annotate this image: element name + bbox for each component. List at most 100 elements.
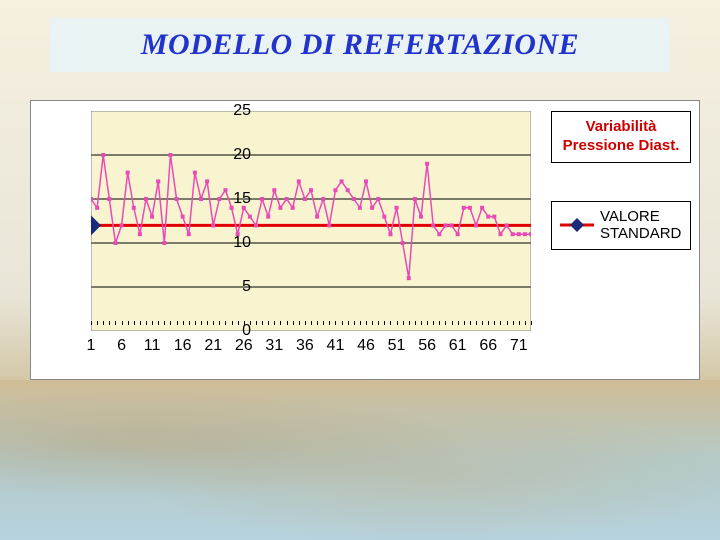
- x-tick-mark: [421, 321, 422, 325]
- x-tick-mark: [91, 321, 92, 325]
- x-tick-mark: [360, 321, 361, 325]
- x-tick-label: 61: [449, 337, 467, 355]
- x-tick-mark: [293, 321, 294, 325]
- x-tick-label: 71: [510, 337, 528, 355]
- x-tick-mark: [274, 321, 275, 325]
- x-tick-mark: [470, 321, 471, 325]
- x-tick-mark: [403, 321, 404, 325]
- x-tick-mark: [513, 321, 514, 325]
- x-tick-mark: [397, 321, 398, 325]
- x-tick-mark: [519, 321, 520, 325]
- x-tick-mark: [256, 321, 257, 325]
- x-tick-mark: [207, 321, 208, 325]
- x-tick-mark: [97, 321, 98, 325]
- x-tick-mark: [342, 321, 343, 325]
- x-tick-mark: [366, 321, 367, 325]
- x-tick-mark: [115, 321, 116, 325]
- x-tick-mark: [329, 321, 330, 325]
- x-tick-mark: [122, 321, 123, 325]
- x-tick-label: 1: [87, 337, 96, 355]
- x-tick-mark: [525, 321, 526, 325]
- y-tick-label: 20: [211, 146, 251, 164]
- x-tick-mark: [464, 321, 465, 325]
- x-tick-mark: [494, 321, 495, 325]
- x-tick-mark: [354, 321, 355, 325]
- x-tick-mark: [177, 321, 178, 325]
- x-tick-mark: [311, 321, 312, 325]
- x-tick-mark: [128, 321, 129, 325]
- x-tick-label: 46: [357, 337, 375, 355]
- x-tick-mark: [170, 321, 171, 325]
- plot-area: [91, 111, 531, 331]
- x-tick-mark: [482, 321, 483, 325]
- x-tick-mark: [507, 321, 508, 325]
- x-tick-mark: [488, 321, 489, 325]
- x-tick-mark: [213, 321, 214, 325]
- y-tick-label: 15: [211, 190, 251, 208]
- x-tick-label: 36: [296, 337, 314, 355]
- x-tick-mark: [476, 321, 477, 325]
- y-tick-label: 5: [211, 278, 251, 296]
- x-tick-mark: [452, 321, 453, 325]
- legend-standard-swatch: [560, 216, 594, 234]
- x-tick-label: 41: [327, 337, 345, 355]
- x-tick-mark: [378, 321, 379, 325]
- x-tick-mark: [232, 321, 233, 325]
- x-tick-mark: [305, 321, 306, 325]
- x-tick-mark: [409, 321, 410, 325]
- x-tick-label: 56: [418, 337, 436, 355]
- x-tick-mark: [164, 321, 165, 325]
- legend-series-title: Variabilità Pressione Diast.: [551, 111, 691, 163]
- x-tick-mark: [201, 321, 202, 325]
- x-tick-label: 26: [235, 337, 253, 355]
- background-texture: [0, 380, 720, 540]
- x-tick-mark: [458, 321, 459, 325]
- x-tick-mark: [335, 321, 336, 325]
- x-tick-label: 11: [144, 337, 161, 355]
- x-tick-mark: [140, 321, 141, 325]
- x-tick-label: 66: [479, 337, 497, 355]
- x-tick-mark: [109, 321, 110, 325]
- x-tick-mark: [390, 321, 391, 325]
- x-tick-mark: [427, 321, 428, 325]
- x-tick-mark: [244, 321, 245, 325]
- legend-standard: VALORE STANDARD: [551, 201, 691, 250]
- x-tick-mark: [348, 321, 349, 325]
- x-tick-label: 51: [388, 337, 406, 355]
- x-tick-mark: [317, 321, 318, 325]
- legend-standard-label: VALORE STANDARD: [600, 208, 682, 243]
- x-tick-mark: [384, 321, 385, 325]
- page-title: MODELLO DI REFERTAZIONE: [70, 28, 650, 62]
- x-tick-label: 6: [117, 337, 126, 355]
- title-band: MODELLO DI REFERTAZIONE: [50, 18, 670, 72]
- x-tick-mark: [299, 321, 300, 325]
- chart-container: Variabilità Pressione Diast. VALORE STAN…: [30, 100, 700, 380]
- y-tick-label: 25: [211, 102, 251, 120]
- x-tick-mark: [195, 321, 196, 325]
- x-tick-label: 31: [265, 337, 283, 355]
- x-tick-label: 21: [204, 337, 222, 355]
- chart-svg: [91, 111, 531, 331]
- x-tick-mark: [103, 321, 104, 325]
- x-tick-mark: [433, 321, 434, 325]
- y-tick-label: 10: [211, 234, 251, 252]
- x-tick-mark: [219, 321, 220, 325]
- x-tick-mark: [268, 321, 269, 325]
- x-tick-mark: [372, 321, 373, 325]
- x-tick-mark: [439, 321, 440, 325]
- x-tick-mark: [323, 321, 324, 325]
- x-tick-mark: [262, 321, 263, 325]
- legend-title-text: Variabilità Pressione Diast.: [563, 118, 680, 154]
- x-tick-mark: [146, 321, 147, 325]
- x-tick-mark: [287, 321, 288, 325]
- x-tick-mark: [134, 321, 135, 325]
- x-tick-mark: [250, 321, 251, 325]
- x-tick-mark: [225, 321, 226, 325]
- x-tick-mark: [445, 321, 446, 325]
- x-tick-mark: [158, 321, 159, 325]
- x-tick-mark: [280, 321, 281, 325]
- x-tick-mark: [152, 321, 153, 325]
- x-tick-mark: [189, 321, 190, 325]
- x-tick-mark: [183, 321, 184, 325]
- x-tick-mark: [238, 321, 239, 325]
